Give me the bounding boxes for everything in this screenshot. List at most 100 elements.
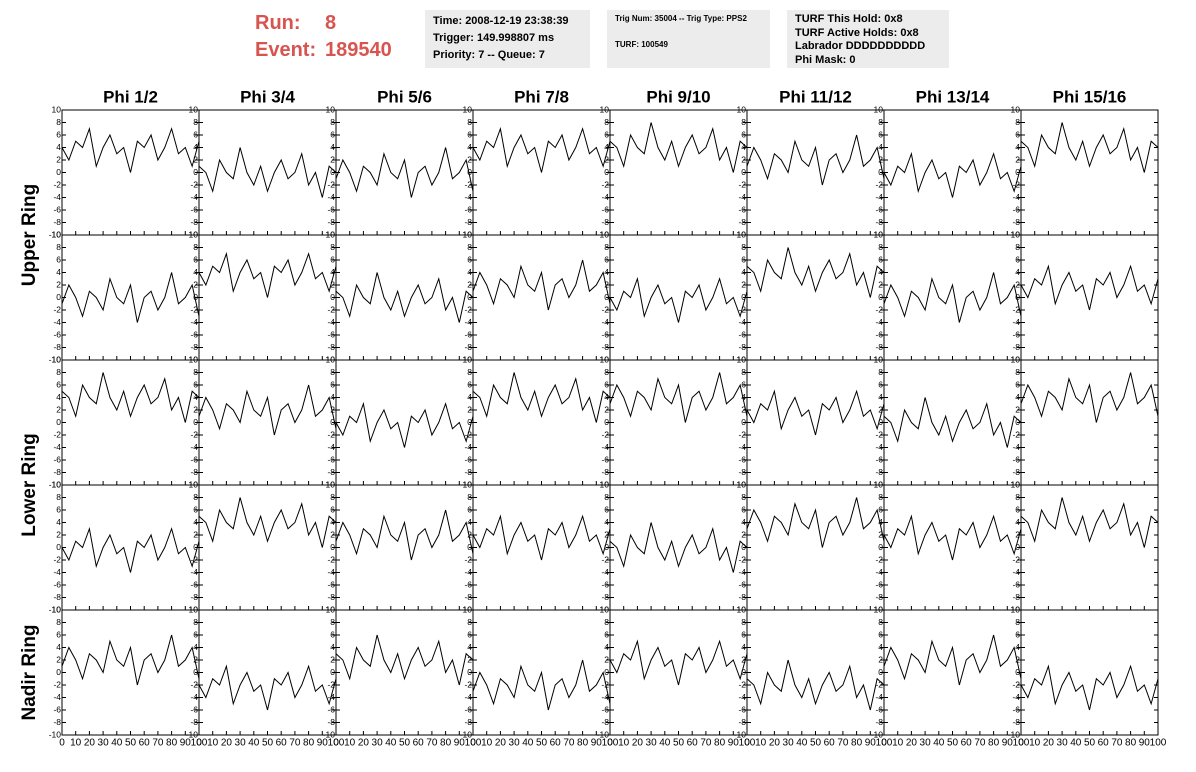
y-tick-label: -10 <box>186 479 199 489</box>
y-tick-label: -8 <box>1012 217 1020 227</box>
y-tick-label: -8 <box>875 717 883 727</box>
y-tick-label: -6 <box>53 329 61 339</box>
y-tick-label: -10 <box>323 354 336 364</box>
x-tick-label: 60 <box>961 738 973 749</box>
x-tick-label: 100 <box>1013 738 1030 749</box>
y-tick-label: -4 <box>601 692 609 702</box>
y-tick-label: 10 <box>52 479 62 489</box>
y-tick-label: -6 <box>601 704 609 714</box>
y-tick-label: 6 <box>56 379 61 389</box>
y-tick-label: 8 <box>878 367 883 377</box>
x-tick-label: 80 <box>303 738 315 749</box>
y-tick-label: -4 <box>1012 692 1020 702</box>
y-tick-label: 0 <box>330 292 335 302</box>
y-tick-label: -4 <box>53 192 61 202</box>
y-tick-label: -6 <box>1012 579 1020 589</box>
y-tick-label: -2 <box>875 179 883 189</box>
x-tick-label: 30 <box>646 738 658 749</box>
x-tick-label: 80 <box>1125 738 1137 749</box>
row-label: Nadir Ring <box>19 624 40 720</box>
y-tick-label: -4 <box>738 192 746 202</box>
panel-frame <box>472 484 611 611</box>
info-line: Trigger: 149.998807 ms <box>433 32 555 44</box>
panel-frame <box>198 484 337 611</box>
y-tick-label: -8 <box>1012 592 1020 602</box>
waveform <box>609 639 748 686</box>
x-tick-label: 30 <box>98 738 110 749</box>
y-tick-label: 2 <box>330 529 335 539</box>
x-tick-label: 0 <box>470 738 476 749</box>
panel-frame <box>746 609 885 736</box>
y-tick-label: 2 <box>741 279 746 289</box>
y-tick-label: -8 <box>53 467 61 477</box>
y-tick-label: 8 <box>330 242 335 252</box>
y-tick-label: -8 <box>327 342 335 352</box>
y-tick-label: 4 <box>1015 267 1020 277</box>
y-tick-label: 4 <box>330 142 335 152</box>
y-tick-label: -4 <box>875 442 883 452</box>
waveform <box>609 372 748 423</box>
x-tick-label: 20 <box>1043 738 1055 749</box>
y-tick-label: -4 <box>1012 192 1020 202</box>
y-tick-label: 8 <box>1015 617 1020 627</box>
y-tick-label: 6 <box>878 129 883 139</box>
y-tick-label: 4 <box>193 392 198 402</box>
y-tick-label: -4 <box>464 192 472 202</box>
y-tick-label: 0 <box>604 667 609 677</box>
y-tick-label: 8 <box>330 617 335 627</box>
panel-frame <box>609 484 748 611</box>
y-tick-label: 8 <box>604 242 609 252</box>
y-tick-label: -6 <box>327 329 335 339</box>
y-tick-label: 10 <box>326 479 336 489</box>
y-tick-label: -4 <box>190 692 198 702</box>
x-tick-label: 10 <box>1029 738 1041 749</box>
y-tick-label: 2 <box>1015 154 1020 164</box>
x-tick-label: 60 <box>276 738 288 749</box>
panel-frame <box>61 234 200 361</box>
y-tick-label: -4 <box>601 567 609 577</box>
waveform <box>198 251 337 298</box>
y-tick-label: -6 <box>53 579 61 589</box>
y-tick-label: 2 <box>878 404 883 414</box>
y-tick-label: 10 <box>1011 104 1021 114</box>
y-tick-label: 2 <box>56 279 61 289</box>
x-tick-label: 10 <box>481 738 493 749</box>
y-tick-label: -8 <box>601 342 609 352</box>
info-line: Phi Mask: 0 <box>795 53 856 66</box>
y-tick-label: -2 <box>738 429 746 439</box>
y-tick-label: 2 <box>878 279 883 289</box>
y-tick-label: 6 <box>330 629 335 639</box>
y-tick-label: 2 <box>467 279 472 289</box>
y-tick-label: -2 <box>601 304 609 314</box>
panel-frame <box>1020 609 1159 736</box>
y-tick-label: -8 <box>190 342 198 352</box>
y-tick-label: 4 <box>193 642 198 652</box>
y-tick-label: 6 <box>193 504 198 514</box>
x-tick-label: 90 <box>1002 738 1014 749</box>
y-tick-label: -10 <box>1008 729 1021 739</box>
y-tick-label: 8 <box>604 617 609 627</box>
y-tick-label: 4 <box>193 267 198 277</box>
y-tick-label: -6 <box>601 204 609 214</box>
y-tick-label: 0 <box>741 167 746 177</box>
y-tick-label: -8 <box>738 342 746 352</box>
y-tick-label: 10 <box>600 479 610 489</box>
y-tick-label: -6 <box>601 329 609 339</box>
y-tick-label: 6 <box>330 379 335 389</box>
y-tick-label: 6 <box>56 629 61 639</box>
y-tick-label: -6 <box>53 704 61 714</box>
y-tick-label: 4 <box>467 142 472 152</box>
y-tick-label: -10 <box>49 604 62 614</box>
x-tick-label: 70 <box>1111 738 1123 749</box>
x-tick-label: 60 <box>139 738 151 749</box>
y-tick-label: -2 <box>1012 304 1020 314</box>
x-tick-label: 70 <box>837 738 849 749</box>
y-tick-label: -10 <box>460 229 473 239</box>
y-tick-label: -6 <box>327 454 335 464</box>
panel-frame <box>883 484 1022 611</box>
x-tick-label: 70 <box>700 738 712 749</box>
waveform <box>1020 497 1159 548</box>
time-box: Time: 2008-12-19 23:38:39 Trigger: 149.9… <box>425 10 590 68</box>
y-tick-label: 6 <box>878 379 883 389</box>
y-tick-label: 6 <box>193 254 198 264</box>
